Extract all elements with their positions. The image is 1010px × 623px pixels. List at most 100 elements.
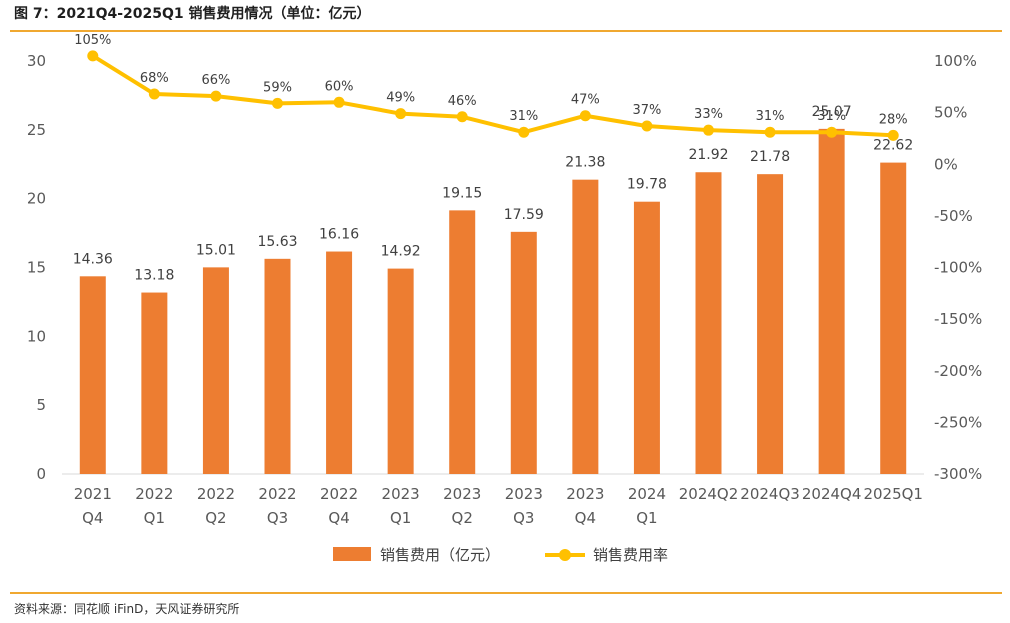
bar-data-label: 15.01 xyxy=(196,242,236,258)
x-tick-label: 2024 xyxy=(628,485,666,503)
ratio-point xyxy=(87,50,99,62)
y-left-tick-label: 30 xyxy=(27,52,46,70)
x-tick-label: 2024Q2 xyxy=(679,485,739,503)
x-tick-label: Q1 xyxy=(144,509,165,527)
ratio-data-label: 31% xyxy=(817,109,846,124)
figure-title: 图 7：2021Q4-2025Q1 销售费用情况（单位：亿元） xyxy=(14,6,371,22)
bar-data-label: 14.92 xyxy=(381,244,421,260)
ratio-point xyxy=(579,110,591,122)
bar xyxy=(449,210,476,474)
legend-bar-swatch xyxy=(333,547,371,561)
bar xyxy=(141,292,168,474)
y-left-tick-label: 20 xyxy=(27,190,46,208)
bar xyxy=(633,201,660,475)
x-tick-label: 2022 xyxy=(258,485,296,503)
x-tick-label: Q4 xyxy=(82,509,103,527)
ratio-point xyxy=(826,126,838,138)
ratio-data-label: 28% xyxy=(879,112,908,127)
ratio-point xyxy=(333,96,345,108)
ratio-line xyxy=(91,54,894,138)
y-right-tick-label: -250% xyxy=(934,413,982,431)
bar xyxy=(757,174,784,475)
legend-line-label: 销售费用率 xyxy=(593,546,668,564)
ratio-point xyxy=(887,129,899,141)
bar-data-label: 15.63 xyxy=(257,234,297,250)
x-tick-label: 2025Q1 xyxy=(863,485,923,503)
x-tick-label: Q1 xyxy=(636,509,657,527)
bar xyxy=(818,128,845,474)
y-left-tick-label: 25 xyxy=(27,121,46,139)
bar xyxy=(880,162,907,474)
x-tick-label: Q4 xyxy=(328,509,349,527)
ratio-point xyxy=(641,120,653,132)
ratio-data-label: 31% xyxy=(756,109,785,124)
ratio-data-label: 60% xyxy=(325,79,354,94)
bottom-rule xyxy=(10,592,1002,594)
ratio-point xyxy=(210,90,222,102)
y-right-tick-label: 0% xyxy=(934,155,958,173)
y-left-tick-label: 0 xyxy=(36,465,46,483)
ratio-point xyxy=(395,108,407,120)
ratio-data-label: 105% xyxy=(74,33,111,48)
ratio-point xyxy=(764,126,776,138)
ratio-data-label: 68% xyxy=(140,71,169,86)
x-tick-label: 2021 xyxy=(74,485,112,503)
figure-source: 资料来源：同花顺 iFinD，天风证券研究所 xyxy=(14,602,240,616)
ratio-data-label: 31% xyxy=(509,109,538,124)
legend-bar-label: 销售费用（亿元） xyxy=(380,546,500,564)
y-right-tick-label: -150% xyxy=(934,310,982,328)
bar-data-label: 19.78 xyxy=(627,177,667,193)
x-tick-label: 2023 xyxy=(566,485,604,503)
legend-line-marker xyxy=(559,549,571,561)
bar-data-label: 14.36 xyxy=(73,251,113,267)
ratio-point xyxy=(456,111,468,123)
ratio-data-label: 49% xyxy=(386,91,415,106)
bar-data-label: 17.59 xyxy=(504,207,544,223)
x-tick-label: 2023 xyxy=(505,485,543,503)
y-left-tick-label: 10 xyxy=(27,327,46,345)
x-tick-label: 2022 xyxy=(320,485,358,503)
bar xyxy=(326,251,353,474)
x-tick-label: Q3 xyxy=(513,509,534,527)
y-right-tick-label: -50% xyxy=(934,207,973,225)
bar-data-label: 16.16 xyxy=(319,227,359,243)
x-tick-label: 2022 xyxy=(197,485,235,503)
bar xyxy=(510,231,537,474)
y-left-tick-label: 15 xyxy=(27,259,46,277)
bar xyxy=(264,258,291,474)
x-tick-label: 2024Q4 xyxy=(802,485,862,503)
x-tick-label: Q4 xyxy=(575,509,596,527)
ratio-data-label: 37% xyxy=(632,103,661,118)
bar-data-label: 21.92 xyxy=(688,147,728,163)
ratio-data-label: 46% xyxy=(448,94,477,109)
y-right-tick-label: -300% xyxy=(934,465,982,483)
bar xyxy=(695,172,722,474)
bar-data-label: 21.38 xyxy=(565,155,605,171)
bar xyxy=(202,267,229,474)
x-tick-label: 2022 xyxy=(135,485,173,503)
bar-data-label: 19.15 xyxy=(442,185,482,201)
ratio-point xyxy=(148,88,160,100)
x-tick-label: 2023 xyxy=(382,485,420,503)
y-left-tick-label: 5 xyxy=(36,396,46,414)
bar xyxy=(387,268,414,474)
ratio-data-label: 66% xyxy=(201,73,230,88)
x-tick-label: Q2 xyxy=(205,509,226,527)
y-right-tick-label: 100% xyxy=(934,52,977,70)
x-tick-label: 2023 xyxy=(443,485,481,503)
y-right-tick-label: 50% xyxy=(934,104,967,122)
ratio-data-label: 47% xyxy=(571,93,600,108)
top-rule xyxy=(10,30,1002,32)
bar xyxy=(79,276,106,474)
ratio-point xyxy=(518,126,530,138)
x-tick-label: 2024Q3 xyxy=(740,485,800,503)
bar-data-label: 13.18 xyxy=(134,268,174,284)
ratio-data-label: 59% xyxy=(263,80,292,95)
x-tick-label: Q2 xyxy=(452,509,473,527)
y-right-tick-label: -100% xyxy=(934,259,982,277)
y-right-tick-label: -200% xyxy=(934,362,982,380)
bar xyxy=(572,179,599,474)
x-tick-label: Q1 xyxy=(390,509,411,527)
ratio-point xyxy=(703,124,714,136)
